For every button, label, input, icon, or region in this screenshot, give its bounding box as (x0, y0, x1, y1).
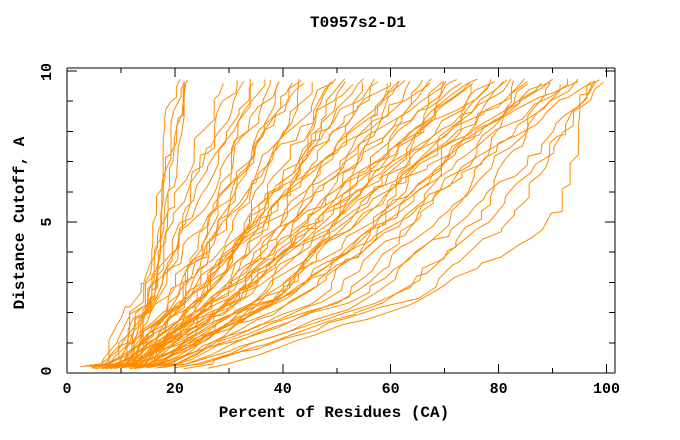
model-curve (105, 78, 251, 370)
model-curve (121, 81, 579, 368)
model-curve (101, 79, 266, 366)
model-curve (120, 78, 478, 368)
model-curve (121, 78, 553, 369)
model-curve (108, 84, 187, 367)
model-curve (130, 81, 379, 370)
model-curve (128, 78, 525, 368)
model-curve (138, 83, 529, 369)
model-curve (101, 78, 364, 369)
y-tick-label-10: 10 (39, 63, 56, 82)
model-curve (91, 82, 305, 369)
chart-title: T0957s2-D1 (309, 14, 406, 32)
x-tick-label-100: 100 (592, 381, 620, 398)
model-curve (164, 78, 579, 368)
model-curve (107, 78, 181, 368)
model-curve (112, 82, 363, 366)
model-curve (180, 81, 592, 367)
model-curve (207, 80, 595, 369)
x-tick-label-60: 60 (381, 381, 400, 398)
x-tick-label-20: 20 (165, 381, 184, 398)
model-curve (105, 78, 375, 370)
model-curve (106, 82, 431, 367)
model-curve (159, 81, 604, 369)
model-curve (147, 84, 561, 367)
model-curve (124, 83, 489, 368)
model-curve (128, 80, 406, 368)
model-curve (101, 82, 334, 367)
x-tick-label-80: 80 (489, 381, 508, 398)
model-curve (94, 81, 346, 370)
model-curve (113, 79, 188, 367)
y-tick-label-5: 5 (39, 217, 56, 227)
x-axis-label: Percent of Residues (CA) (218, 404, 450, 422)
model-curve (114, 81, 528, 369)
model-curve (138, 81, 496, 367)
model-curve (90, 80, 302, 367)
model-curve (136, 82, 551, 367)
model-curve (110, 80, 271, 367)
axes-frame (66, 67, 616, 374)
model-curve (149, 82, 471, 367)
model-curve (134, 79, 600, 370)
y-axis-label: Distance Cutoff, A (11, 136, 29, 310)
model-curve (107, 79, 492, 367)
x-tick-label-40: 40 (273, 381, 292, 398)
model-curve (88, 83, 224, 366)
model-curve (80, 82, 254, 368)
model-curve (103, 82, 391, 368)
model-curve (89, 82, 279, 367)
model-curve (94, 81, 400, 366)
model-curve (105, 78, 457, 368)
model-curve (137, 81, 597, 368)
x-tick-label-0: 0 (62, 381, 72, 398)
model-curve (117, 80, 447, 368)
model-curves (80, 78, 604, 370)
model-curve (174, 80, 515, 369)
model-curve (183, 82, 551, 370)
model-curve (85, 78, 346, 367)
model-curve (139, 78, 512, 367)
model-curve (122, 82, 462, 368)
model-curve (133, 78, 569, 368)
y-tick-label-0: 0 (39, 366, 56, 376)
